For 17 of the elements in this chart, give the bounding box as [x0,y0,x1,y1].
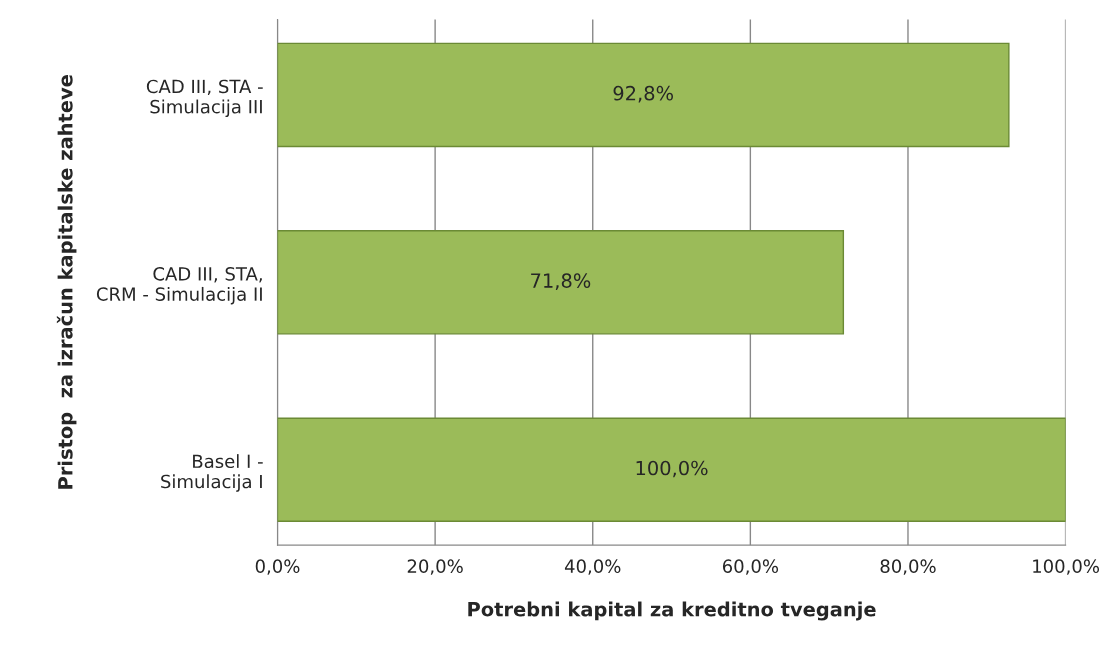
data-label: 100,0% [636,460,708,478]
bar [277,230,845,335]
x-tick-label: 60,0% [722,559,779,575]
y-axis-title: Pristop za izračun kapitalske zahteve [56,75,77,489]
x-tick-label: 100,0% [1033,559,1100,575]
y-tick-label: CAD III, STA - Simulacija III [146,79,263,117]
y-tick-label: CAD III, STA, CRM - Simulacija II [96,267,262,305]
x-tick-label: 80,0% [880,559,936,575]
x-tick-label: 20,0% [407,559,463,575]
data-label: 71,8% [531,273,591,290]
y-tick-label: Basel I - Simulacija I [161,454,263,492]
x-axis-title: Potrebni kapital za kreditno tveganje [468,601,876,621]
data-label: 92,8% [613,85,673,103]
x-tick-label: 40,0% [564,559,621,575]
bar [277,42,1010,148]
x-tick-label: 0,0% [255,559,300,575]
bar [277,417,1066,522]
